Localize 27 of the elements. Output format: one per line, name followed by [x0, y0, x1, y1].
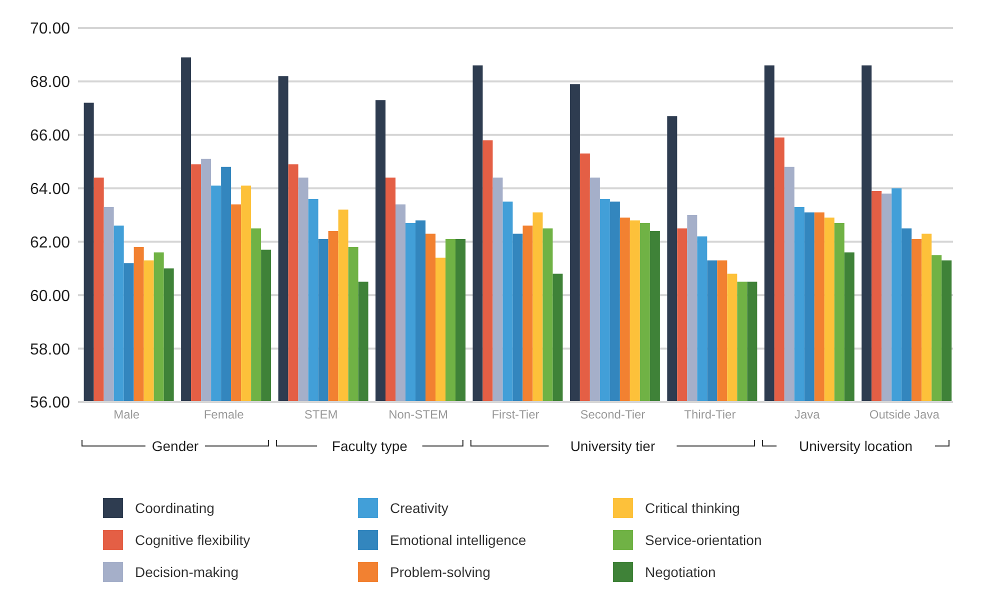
group-brackets: Gender Faculty type University tier University location — [8, 434, 983, 460]
x-tick-label: Third-Tier — [684, 408, 736, 422]
x-tick-label: Outside Java — [869, 408, 940, 422]
y-tick-label: 68.00 — [30, 74, 70, 92]
legend-label: Negotiation — [645, 564, 716, 580]
x-tick-label: Female — [204, 408, 244, 422]
legend-label: Critical thinking — [645, 500, 740, 516]
x-tick-label: First-Tier — [492, 408, 540, 422]
x-tick-label: STEM — [304, 408, 338, 422]
y-tick-label: 62.00 — [30, 234, 70, 252]
y-tick-label: 58.00 — [30, 341, 70, 358]
y-tick-label: 60.00 — [30, 288, 70, 305]
legend-label: Service-orientation — [645, 532, 762, 548]
y-tick-label: 56.00 — [30, 394, 70, 412]
x-tick-label: Male — [114, 408, 140, 422]
y-tick-label: 66.00 — [30, 128, 70, 145]
legend-label: Cognitive flexibility — [135, 532, 250, 548]
y-tick-label: 64.00 — [30, 180, 70, 198]
x-tick-label: Non-STEM — [388, 408, 448, 422]
legend-label: Emotional intelligence — [390, 532, 526, 548]
x-tick-label: Second-Tier — [580, 408, 646, 422]
y-tick-label: 70.00 — [30, 20, 70, 38]
legend-label: Problem-solving — [390, 564, 490, 580]
legend-label: Decision-making — [135, 564, 238, 580]
legend-label: Creativity — [390, 500, 448, 516]
legend-label: Coordinating — [135, 500, 214, 516]
x-tick-label: Java — [794, 408, 820, 422]
